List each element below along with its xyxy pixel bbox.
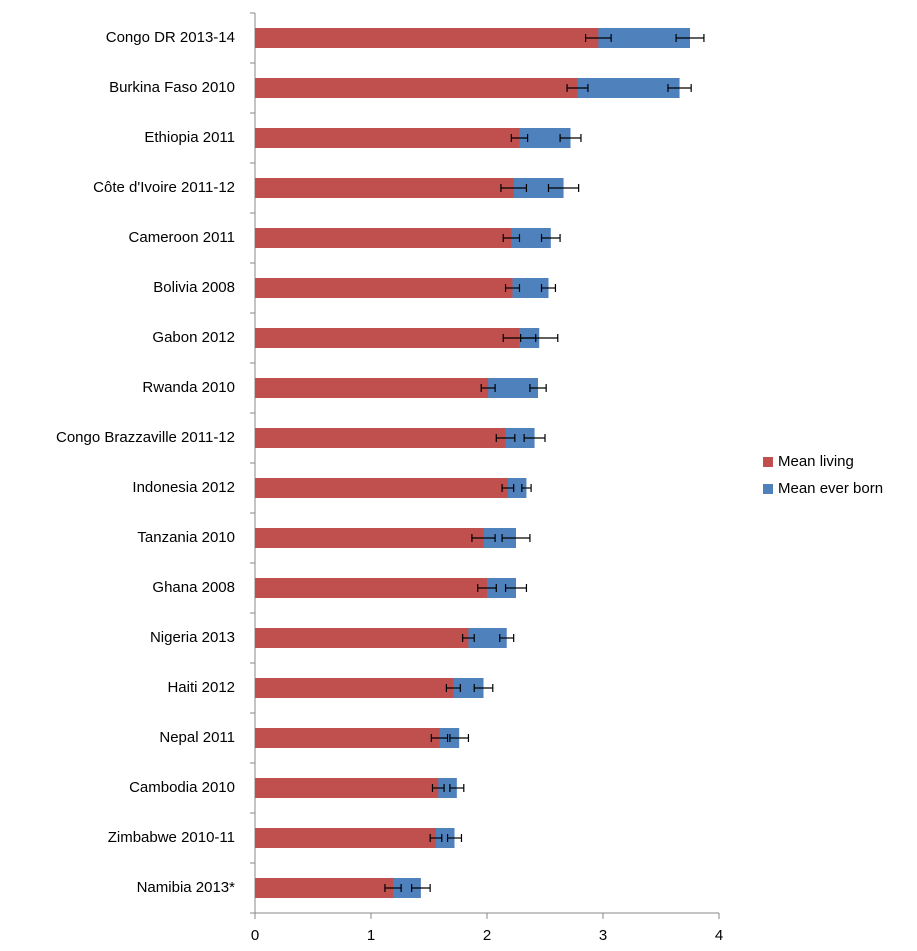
bar bbox=[255, 628, 469, 648]
bar bbox=[255, 28, 599, 48]
bar bbox=[255, 878, 394, 898]
error-bar bbox=[510, 134, 529, 142]
y-tick-label: Cameroon 2011 bbox=[129, 229, 235, 246]
y-tick-label: Cambodia 2010 bbox=[129, 779, 235, 796]
error-bar bbox=[501, 534, 531, 542]
error-bar bbox=[547, 184, 580, 192]
error-bar bbox=[449, 734, 470, 742]
y-tick-label: Burkina Faso 2010 bbox=[109, 79, 235, 96]
error-bar bbox=[502, 334, 537, 342]
error-bar bbox=[449, 784, 465, 792]
bar bbox=[255, 678, 454, 698]
bar bbox=[255, 128, 520, 148]
error-bar bbox=[411, 884, 431, 892]
x-tick-label: 1 bbox=[367, 927, 375, 944]
y-tick-label: Indonesia 2012 bbox=[132, 479, 235, 496]
y-tick-label: Ethiopia 2011 bbox=[144, 129, 235, 146]
error-bar bbox=[501, 484, 515, 492]
error-bar bbox=[473, 684, 494, 692]
y-tick-label: Congo Brazzaville 2011-12 bbox=[56, 429, 235, 446]
error-bar bbox=[584, 34, 612, 42]
error-bar bbox=[504, 284, 521, 292]
x-tick-label: 2 bbox=[483, 927, 491, 944]
error-bar bbox=[462, 634, 475, 642]
error-bar bbox=[523, 434, 546, 442]
x-tick-label: 3 bbox=[599, 927, 607, 944]
y-tick-label: Congo DR 2013-14 bbox=[106, 29, 235, 46]
error-bar bbox=[429, 834, 443, 842]
error-bar bbox=[431, 784, 445, 792]
error-bar bbox=[480, 384, 496, 392]
bar bbox=[255, 528, 484, 548]
bar bbox=[255, 478, 508, 498]
bar bbox=[255, 178, 514, 198]
y-tick-label: Ghana 2008 bbox=[152, 579, 235, 596]
bar bbox=[255, 78, 578, 98]
error-bar bbox=[499, 634, 515, 642]
bar bbox=[255, 578, 487, 598]
y-tick-label: Côte d'Ivoire 2011-12 bbox=[93, 179, 235, 196]
y-tick-label: Nigeria 2013 bbox=[150, 629, 235, 646]
bar bbox=[255, 378, 489, 398]
error-bar bbox=[446, 834, 463, 842]
legend-label: Mean living bbox=[778, 453, 854, 470]
error-bar bbox=[529, 384, 547, 392]
bar bbox=[255, 228, 512, 248]
error-bar bbox=[445, 684, 461, 692]
y-tick-label: Nepal 2011 bbox=[159, 729, 235, 746]
error-bar bbox=[559, 134, 582, 142]
error-bar bbox=[430, 734, 449, 742]
error-bar bbox=[566, 84, 589, 92]
bar bbox=[255, 278, 513, 298]
x-tick-label: 0 bbox=[251, 927, 259, 944]
error-bar bbox=[384, 884, 402, 892]
error-bar bbox=[540, 234, 561, 242]
error-bar bbox=[471, 534, 496, 542]
legend-label: Mean ever born bbox=[778, 480, 883, 497]
error-bar bbox=[675, 34, 705, 42]
error-bar bbox=[504, 584, 528, 592]
bar bbox=[255, 728, 440, 748]
bar bbox=[255, 778, 439, 798]
bar bbox=[255, 828, 436, 848]
error-bar bbox=[502, 234, 521, 242]
y-tick-label: Zimbabwe 2010-11 bbox=[108, 829, 235, 846]
error-bar bbox=[500, 184, 528, 192]
x-tick-label: 4 bbox=[715, 927, 723, 944]
error-bar bbox=[477, 584, 497, 592]
error-bar bbox=[495, 434, 516, 442]
error-bar bbox=[540, 284, 557, 292]
y-tick-label: Rwanda 2010 bbox=[142, 379, 235, 396]
y-tick-label: Bolivia 2008 bbox=[153, 279, 235, 296]
bar bbox=[255, 428, 506, 448]
y-tick-label: Tanzania 2010 bbox=[137, 529, 235, 546]
bar bbox=[255, 328, 520, 348]
y-tick-label: Gabon 2012 bbox=[152, 329, 235, 346]
y-tick-label: Haiti 2012 bbox=[167, 679, 235, 696]
error-bar bbox=[667, 84, 692, 92]
error-bar bbox=[521, 484, 532, 492]
y-tick-label: Namibia 2013* bbox=[137, 879, 236, 896]
legend-swatch bbox=[763, 457, 773, 467]
legend-swatch bbox=[763, 484, 773, 494]
